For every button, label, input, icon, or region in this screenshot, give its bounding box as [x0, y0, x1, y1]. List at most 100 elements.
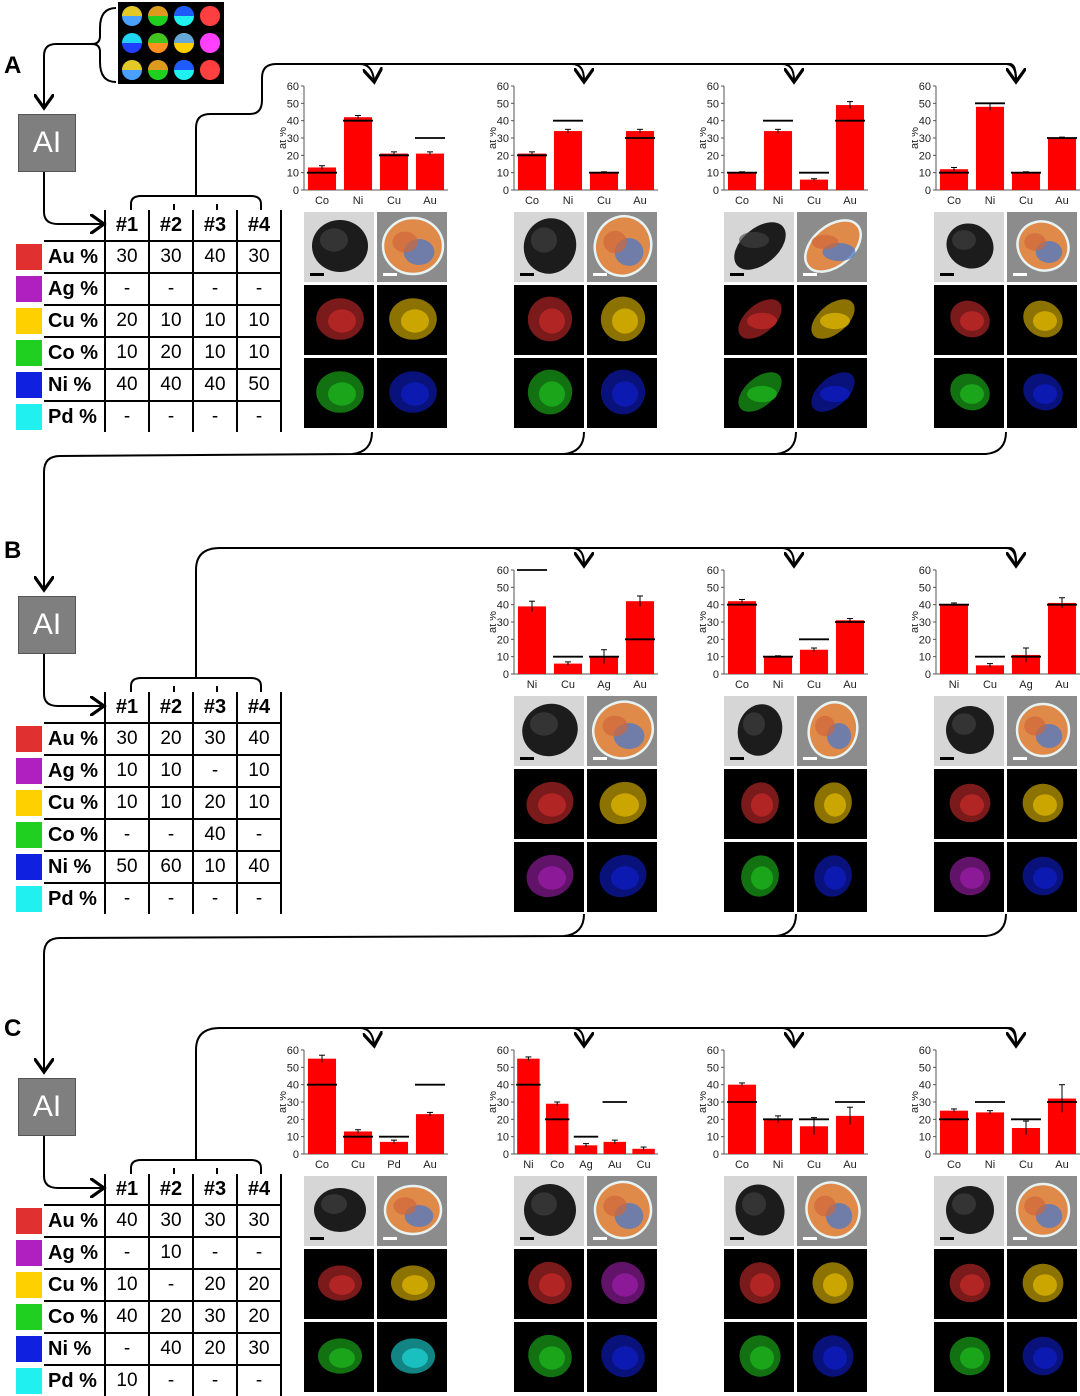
bar [799, 179, 829, 190]
element-map-ni [1007, 842, 1077, 912]
element-signal-core [1033, 1274, 1057, 1296]
table-cell: 10 [149, 304, 194, 337]
category-label: Au [608, 1159, 621, 1171]
y-tick-label: 20 [919, 150, 931, 162]
table-cell: - [105, 818, 150, 851]
y-tick-label: 20 [919, 634, 931, 646]
bar [763, 131, 793, 190]
element-map-cu [587, 769, 657, 839]
element-map-au [724, 1249, 794, 1319]
table-header-4: #4 [237, 210, 282, 241]
table-row: Co % - -40- [14, 818, 282, 851]
table-cell: - [193, 1236, 238, 1269]
table-cell: 10 [149, 754, 194, 787]
y-tick-label: 30 [919, 133, 931, 145]
micrograph [797, 285, 867, 355]
element-color-swatch [16, 854, 42, 880]
y-tick-label: 20 [707, 150, 719, 162]
overlay-map-image [377, 212, 447, 282]
micrograph [377, 1249, 447, 1319]
bar-chart-c-8: at % 0 10 20 30 40 50 60 Ni Co Ag Au Cu [490, 1045, 658, 1171]
table-cell: 30 [237, 240, 282, 273]
table-cell: 10 [149, 1236, 194, 1269]
table-row: Ni % -40 20 30 [14, 1332, 282, 1365]
micrograph [1007, 769, 1077, 839]
element-label: Ni % [44, 368, 106, 401]
y-tick-label: 0 [713, 1149, 719, 1161]
micrograph [1007, 1176, 1077, 1246]
element-signal-core [820, 385, 850, 403]
bar [517, 1058, 540, 1154]
scale-bar [383, 273, 397, 276]
y-tick-label: 10 [287, 1132, 299, 1144]
table-row: Ag % 10 10-10 [14, 754, 282, 787]
table-cell: 40 [149, 368, 194, 401]
element-map-au [934, 285, 1004, 355]
thumb-particle-half [122, 33, 142, 43]
y-tick-label: 0 [925, 185, 931, 197]
table-cell: - [149, 882, 194, 914]
table-row: Pd % - - - - [14, 400, 282, 432]
micrograph [934, 358, 1004, 428]
y-axis-label: at % [490, 611, 499, 633]
table-cell: - [149, 272, 194, 305]
bar-chart-a-2: at % 0 10 20 30 40 50 60 Co Ni Cu Au [700, 81, 868, 207]
micrograph [377, 1322, 447, 1392]
particle-array-image [122, 6, 220, 80]
scale-bar [520, 273, 534, 276]
y-tick-label: 30 [707, 617, 719, 629]
category-label: Cu [597, 195, 611, 207]
particle-highlight [742, 1192, 766, 1216]
table-cell: 10 [237, 786, 282, 819]
element-map-au [514, 285, 584, 355]
element-signal-core [751, 793, 773, 817]
table-row: Ni % 40 40 40 50 [14, 368, 282, 401]
micrograph [724, 1249, 794, 1319]
y-tick-label: 40 [919, 600, 931, 612]
element-signal-core [824, 866, 846, 890]
table-cell: 10 [237, 754, 282, 787]
y-tick-label: 40 [287, 116, 299, 128]
element-signal-core [960, 384, 984, 404]
table-cell: - [193, 400, 238, 432]
bar [343, 1131, 373, 1154]
panel-letter-c: C [4, 1015, 22, 1042]
element-map-cu [1007, 285, 1077, 355]
thumb-particle-half [174, 6, 194, 16]
bar [632, 1148, 655, 1154]
overlay-map-image [797, 1176, 867, 1246]
thumb-particle-half [122, 6, 142, 16]
table-row: Ag % -10- - [14, 1236, 282, 1269]
table-cell: - [237, 272, 282, 305]
micrograph [797, 1176, 867, 1246]
table-header-1: #1 [105, 210, 150, 241]
micrograph [934, 842, 1004, 912]
category-label: Cu [807, 195, 821, 207]
table-cell: 60 [149, 850, 194, 883]
category-label: Ag [1019, 679, 1032, 691]
bar [763, 656, 793, 674]
haadf-image [724, 1176, 794, 1246]
y-tick-label: 40 [707, 1080, 719, 1092]
element-label: Ni % [44, 1332, 106, 1365]
haadf-image [724, 212, 794, 282]
element-signal-core [539, 1273, 565, 1297]
phase-region [602, 715, 628, 737]
scale-bar [803, 1237, 817, 1240]
table-cell: 10 [105, 1364, 150, 1396]
micrograph [934, 285, 1004, 355]
category-label: Cu [351, 1159, 365, 1171]
table-cell: - [193, 1364, 238, 1396]
overlay-map-image [797, 696, 867, 766]
micrograph [724, 769, 794, 839]
thumb-particle-half [148, 33, 168, 43]
table-cell: 20 [149, 336, 194, 369]
bar [517, 606, 547, 674]
category-label: Cu [1019, 195, 1033, 207]
element-color-swatch [16, 244, 42, 270]
element-map-cu [1007, 769, 1077, 839]
micrograph [797, 696, 867, 766]
element-signal-core [823, 1273, 847, 1297]
y-tick-label: 40 [707, 600, 719, 612]
element-label: Au % [44, 1204, 106, 1237]
